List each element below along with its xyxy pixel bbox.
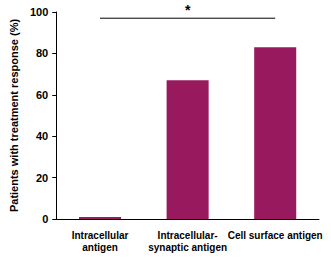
svg-text:*: * (185, 2, 191, 18)
svg-text:Cell surface antigen: Cell surface antigen (228, 230, 323, 241)
svg-text:40: 40 (36, 130, 48, 142)
svg-text:0: 0 (42, 213, 48, 225)
svg-text:20: 20 (36, 172, 48, 184)
svg-text:100: 100 (30, 6, 48, 18)
svg-text:60: 60 (36, 89, 48, 101)
svg-text:Intracellular-: Intracellular- (158, 230, 218, 241)
svg-text:80: 80 (36, 47, 48, 59)
svg-text:Intracellular: Intracellular (72, 230, 129, 241)
svg-text:antigen: antigen (82, 242, 118, 253)
svg-text:synaptic antigen: synaptic antigen (148, 242, 227, 253)
svg-text:Patients with treatment respon: Patients with treatment response (%) (8, 19, 20, 212)
